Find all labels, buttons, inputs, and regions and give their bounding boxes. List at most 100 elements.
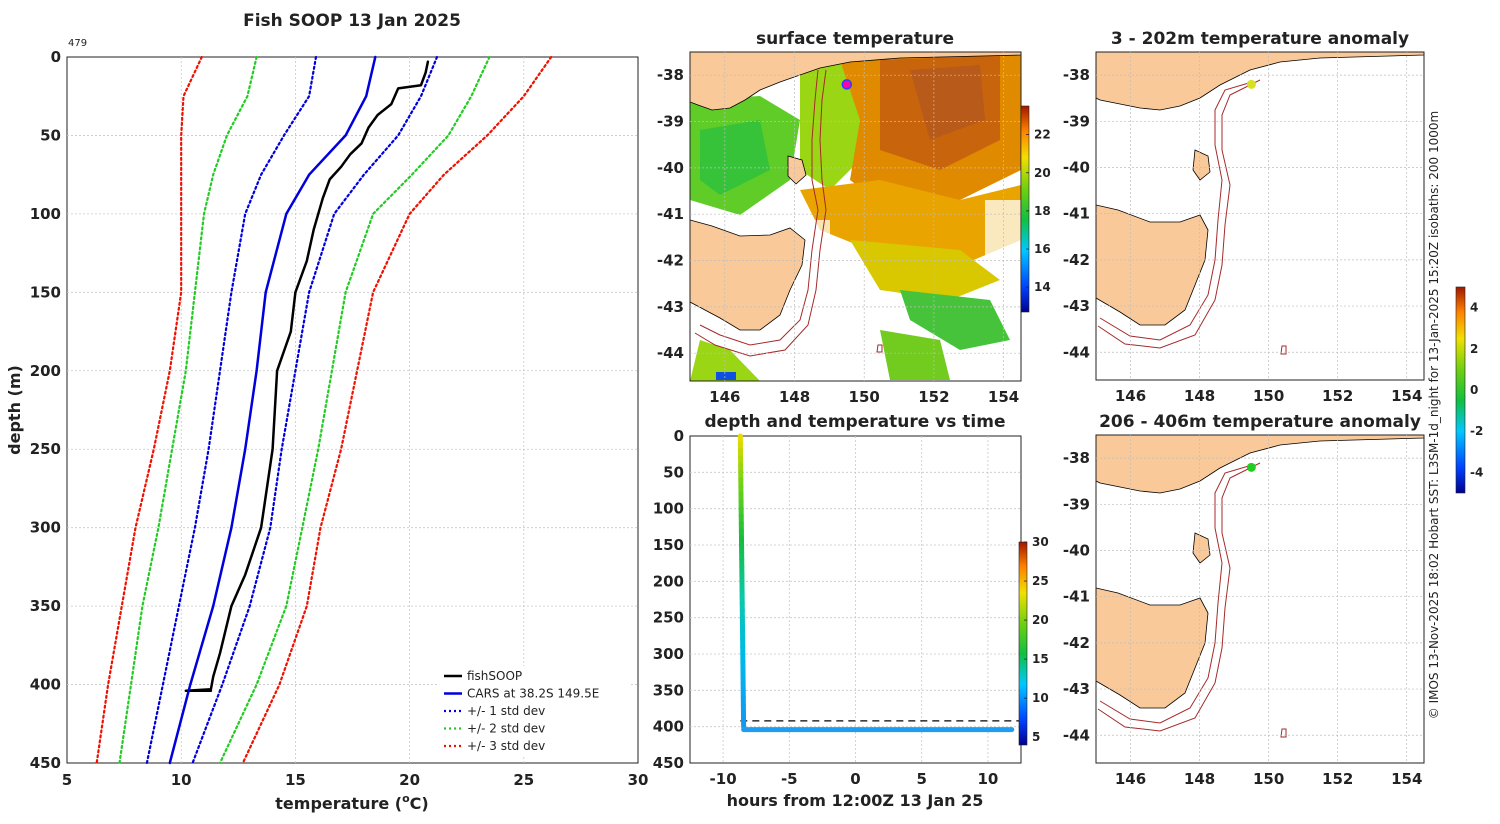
map-x-tick-label: 152 (1322, 770, 1353, 788)
time-x-tick-label: -10 (710, 770, 737, 788)
map-x-tick-label: 148 (1184, 770, 1215, 788)
map-x-tick-label: 148 (1184, 387, 1215, 405)
map-x-tick-label: 154 (1391, 387, 1422, 405)
map-y-tick-label: -41 (1063, 205, 1090, 223)
legend-label-0: fishSOOP (467, 669, 522, 683)
time-x-tick-label: 5 (916, 770, 926, 788)
colorbar-tick-label: 22 (1034, 128, 1051, 142)
profile-annotation: 479 (68, 38, 87, 49)
credit-text: © IMOS 13-Nov-2025 18:02 Hobart SST: L3S… (1427, 111, 1441, 719)
colorbar-tick-label: 10 (1032, 691, 1049, 705)
time-title: depth and temperature vs time (705, 412, 1006, 432)
time-y-tick-label: 50 (663, 463, 684, 481)
anomaly-1-marker (1247, 80, 1256, 89)
map-y-tick-label: -43 (657, 298, 684, 316)
profile-y-tick-label: 350 (30, 597, 61, 615)
map-y-tick-label: -40 (1063, 158, 1090, 176)
map-x-tick-label: 146 (1115, 387, 1146, 405)
time-y-tick-label: 350 (653, 681, 684, 699)
map-x-tick-label: 146 (1115, 770, 1146, 788)
time-y-tick-label: 150 (653, 536, 684, 554)
colorbar-tick-label: 16 (1034, 242, 1051, 256)
map-y-tick-label: -42 (657, 252, 684, 270)
profile-y-tick-label: 250 (30, 440, 61, 458)
anomaly-colorbar-tick-label: -4 (1470, 465, 1483, 479)
time-colorbar (1019, 542, 1027, 745)
map-y-tick-label: -42 (1063, 251, 1090, 269)
anomaly-1-y-ticks: -38 -39 -40 -41 -42 -43 -44 (1063, 66, 1090, 361)
map-x-tick-label: 148 (779, 388, 810, 406)
sst-colorbar (1021, 106, 1029, 312)
time-y-tick-label: 200 (653, 572, 684, 590)
colorbar-tick-label: 20 (1032, 613, 1049, 627)
anomaly-2-title: 206 - 406m temperature anomaly (1099, 412, 1421, 432)
colorbar-tick-label: 15 (1032, 652, 1049, 666)
time-xlabel: hours from 12:00Z 13 Jan 25 (727, 791, 984, 810)
map-y-tick-label: -41 (1063, 588, 1090, 606)
profile-x-tick-label: 30 (628, 771, 649, 789)
colorbar-tick-label: 14 (1034, 280, 1051, 294)
colorbar-tick-label: 5 (1032, 730, 1040, 744)
profile-y-tick-label: 450 (30, 754, 61, 772)
colorbar-tick-label: 20 (1034, 166, 1051, 180)
profile-legend: fishSOOP CARS at 38.2S 149.5E +/- 1 std de… (438, 666, 630, 756)
legend-label-3: +/- 2 std dev (467, 722, 545, 736)
map-y-tick-label: -41 (657, 205, 684, 223)
colorbar-tick-label: 25 (1032, 574, 1049, 588)
anomaly-colorbar-tick-label: -2 (1470, 424, 1483, 438)
profile-y-tick-label: 300 (30, 519, 61, 537)
profile-y-tick-label: 200 (30, 362, 61, 380)
anomaly-2-y-ticks: -38-39-40-41-42-43-44 (1063, 449, 1090, 744)
profile-axes (67, 57, 638, 763)
anomaly-colorbar-ticks: 420-2-4 (1470, 301, 1483, 480)
profile-y-tick-label: 100 (30, 205, 61, 223)
legend-label-4: +/- 3 std dev (467, 739, 545, 753)
sst-y-ticks: -38 -39 -40 -41 -42 -43 -44 (657, 66, 684, 362)
anomaly-colorbar (1456, 287, 1465, 493)
map-y-tick-label: -44 (657, 344, 684, 362)
map-x-tick-label: 154 (1391, 770, 1422, 788)
map-x-tick-label: 146 (709, 388, 740, 406)
map-x-tick-label: 150 (849, 388, 880, 406)
time-y-tick-label: 450 (653, 754, 684, 772)
profile-x-tick-label: 5 (62, 771, 72, 789)
profile-ylabel: depth (m) (5, 365, 24, 455)
time-y-tick-label: 100 (653, 500, 684, 518)
map-x-tick-label: 154 (988, 388, 1019, 406)
sst-map-panel: surface temperature (657, 29, 1051, 406)
time-x-tick-label: 0 (850, 770, 860, 788)
time-y-tick-label: 250 (653, 609, 684, 627)
map-y-tick-label: -43 (1063, 297, 1090, 315)
legend-label-1: CARS at 38.2S 149.5E (467, 687, 599, 701)
map-y-tick-label: -44 (1063, 343, 1090, 361)
profile-title: Fish SOOP 13 Jan 2025 (243, 11, 461, 31)
profile-y-tick-label: 50 (40, 126, 61, 144)
map-y-tick-label: -40 (657, 159, 684, 177)
map-y-tick-label: -39 (1063, 112, 1090, 130)
profile-x-tick-label: 10 (171, 771, 192, 789)
profile-y-tick-label: 150 (30, 283, 61, 301)
map-y-tick-label: -44 (1063, 726, 1090, 744)
map-x-tick-label: 150 (1253, 770, 1284, 788)
time-y-tick-label: 400 (653, 718, 684, 736)
time-x-tick-label: -5 (781, 770, 798, 788)
map-x-tick-label: 152 (918, 388, 949, 406)
map-y-tick-label: -38 (1063, 66, 1090, 84)
profile-x-tick-label: 20 (399, 771, 420, 789)
anomaly-map-2-panel: 206 - 406m temperature anomaly 146 148 150… (1063, 412, 1424, 788)
legend-label-2: +/- 1 std dev (467, 704, 545, 718)
map-y-tick-label: -38 (657, 66, 684, 84)
sst-title: surface temperature (756, 29, 954, 49)
map-y-tick-label: -39 (657, 113, 684, 131)
map-x-tick-label: 150 (1253, 387, 1284, 405)
anomaly-2-x-ticks: 146 148 150 152 154 (1115, 770, 1423, 788)
time-y-tick-label: 300 (653, 645, 684, 663)
